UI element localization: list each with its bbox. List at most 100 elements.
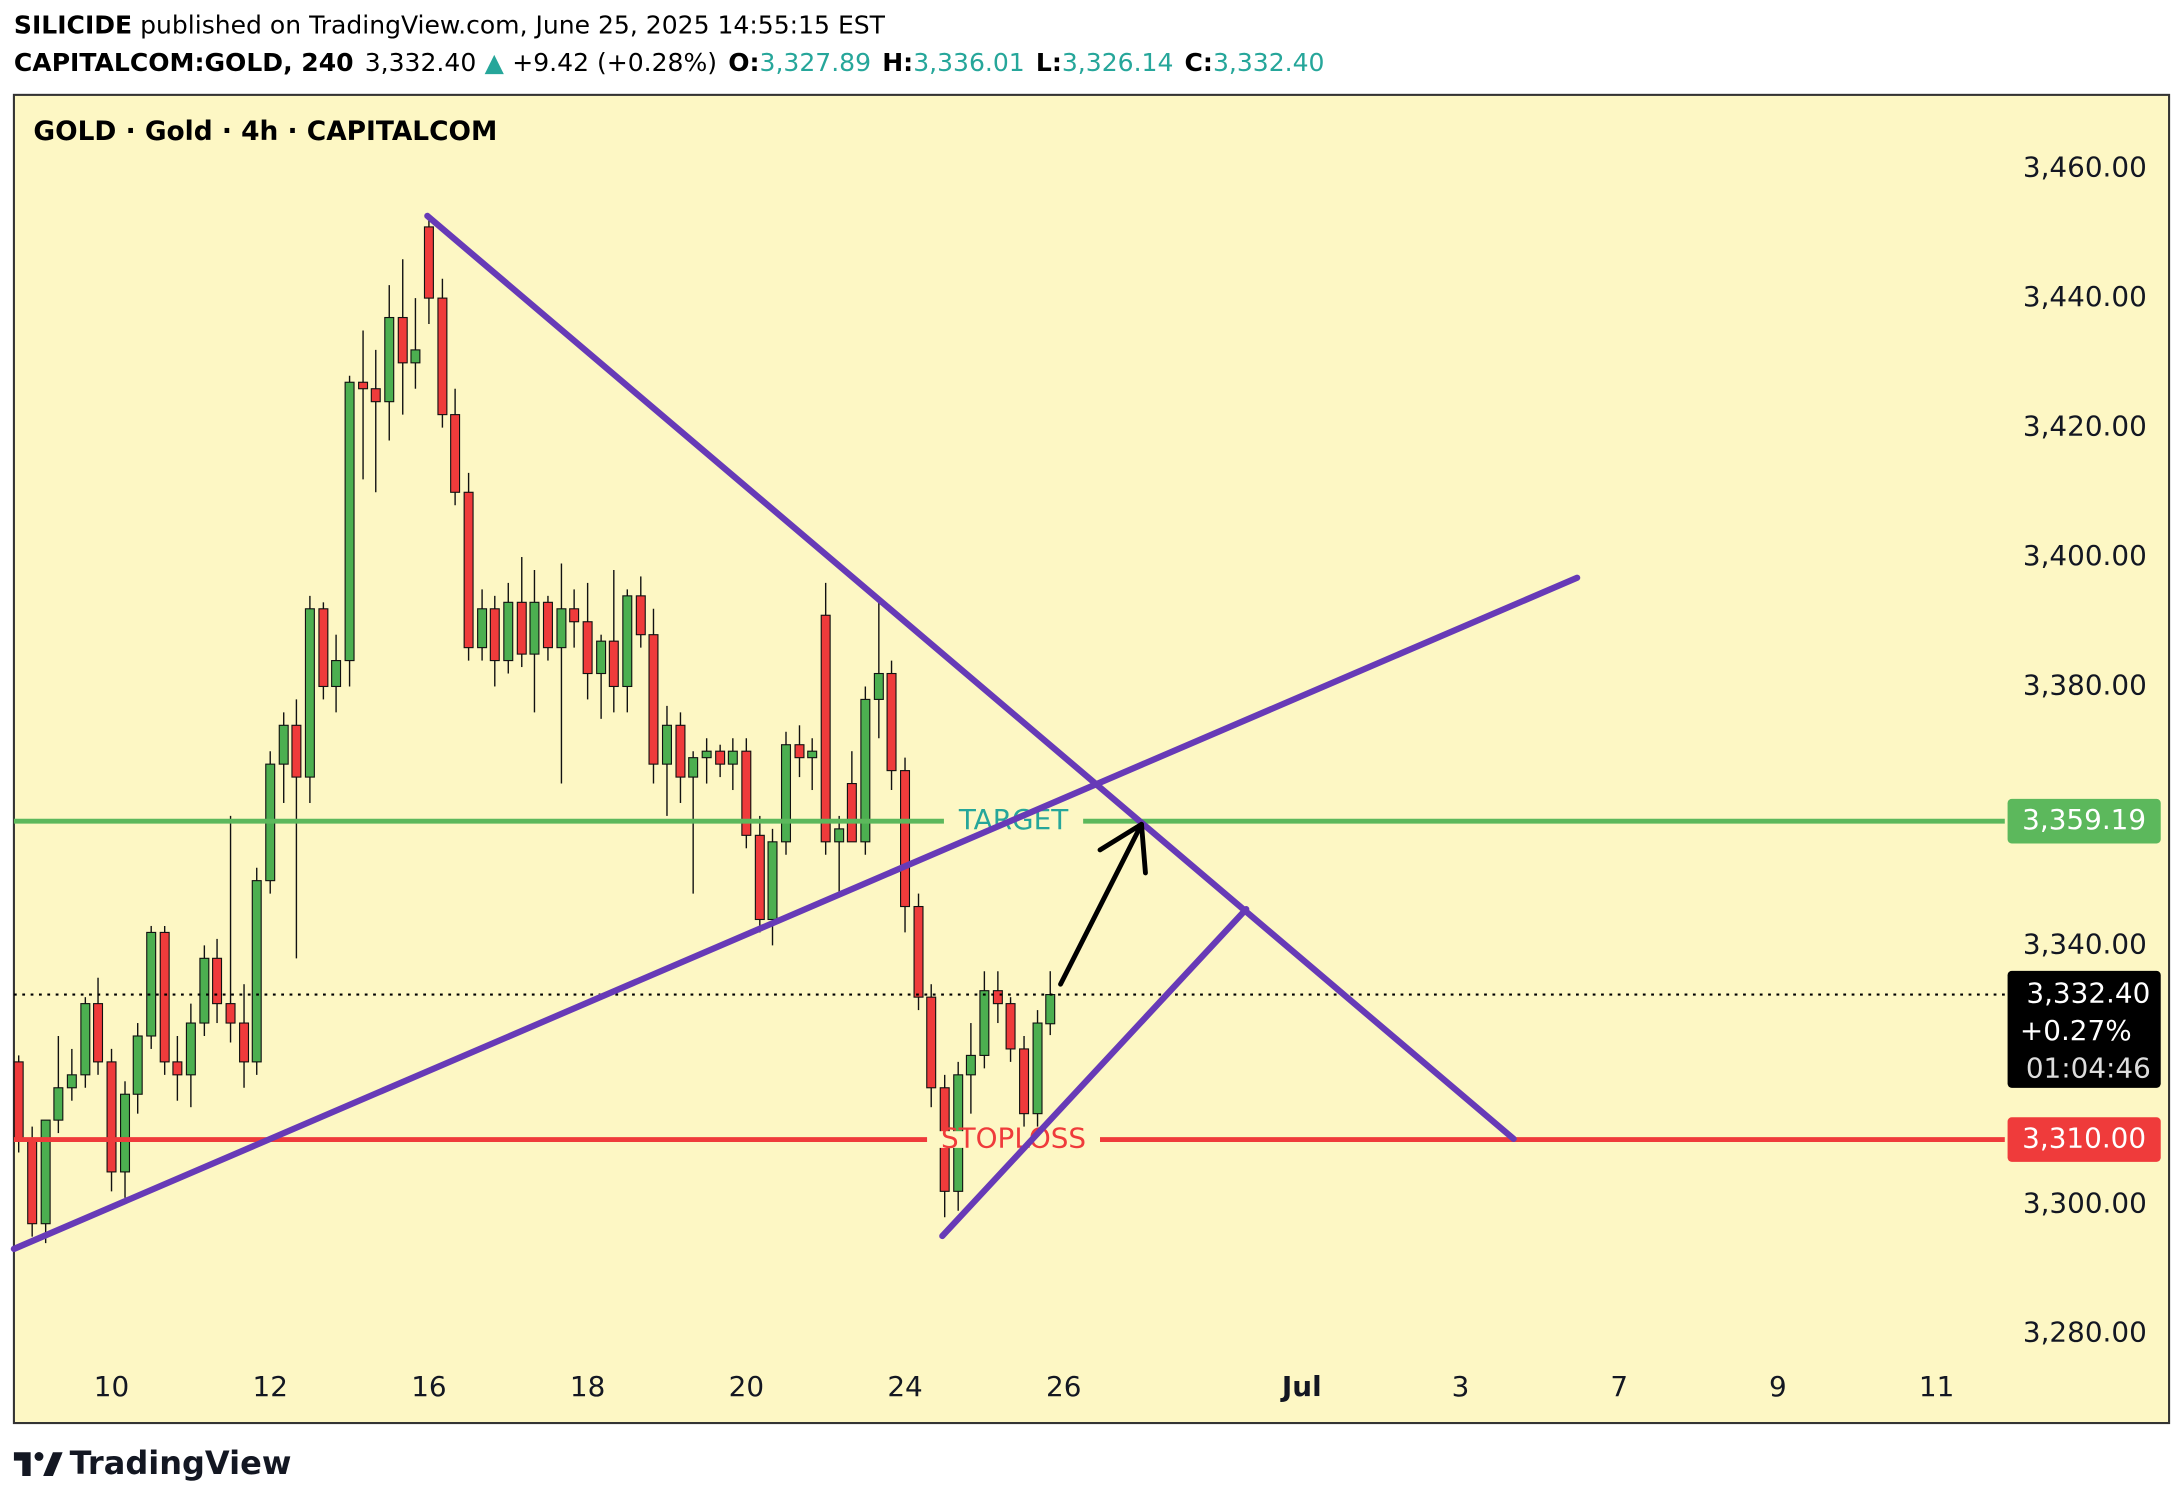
candle-body — [172, 1061, 183, 1076]
candle-body — [146, 931, 157, 1037]
x-tick-label: 12 — [253, 1370, 288, 1403]
logo-mark — [34, 1452, 44, 1461]
candle-body — [1045, 994, 1056, 1025]
x-tick-label: Jul — [1280, 1370, 1322, 1403]
x-tick-label: 24 — [887, 1370, 922, 1403]
candle-body — [701, 750, 712, 759]
candle-body — [661, 724, 672, 765]
candle-body — [13, 1061, 24, 1141]
candle-body — [846, 783, 857, 843]
last: 3,332.40 — [365, 48, 477, 77]
x-tick-label: 26 — [1046, 1370, 1081, 1403]
symbol: CAPITALCOM:GOLD, 240 — [14, 48, 354, 77]
candle-body — [873, 672, 884, 700]
ohlc-value: 3,336.01 — [913, 48, 1025, 77]
arrow-head — [1097, 821, 1148, 876]
candle-body — [251, 880, 262, 1063]
last-price-change: +0.27% — [2020, 1014, 2132, 1047]
x-tick-label: 20 — [729, 1370, 764, 1403]
trendline — [939, 905, 1250, 1240]
candle-body — [767, 841, 778, 921]
level-price-box — [2007, 798, 2161, 844]
y-tick-label: 3,280.00 — [2023, 1316, 2147, 1349]
level-price-label: 3,359.19 — [2022, 803, 2146, 836]
ohlc-key: C: — [1185, 48, 1213, 77]
y-tick-label: 3,440.00 — [2023, 280, 2147, 313]
candle-body — [648, 634, 659, 765]
candle-body — [727, 750, 738, 765]
x-tick-label: 3 — [1452, 1370, 1470, 1403]
candle-body — [715, 750, 726, 765]
published: published on TradingView.com, June 25, 2… — [132, 11, 886, 40]
logo-mark — [43, 1452, 63, 1476]
candle-body — [185, 1022, 196, 1076]
candle-body — [542, 601, 553, 649]
candle-body — [80, 1003, 91, 1076]
candle-body — [582, 621, 593, 675]
candle-body — [608, 640, 619, 688]
candle-body — [225, 1003, 236, 1024]
arrow — [1058, 821, 1144, 987]
candle-body — [437, 297, 448, 416]
candle-body — [450, 414, 461, 493]
candle-body — [529, 601, 540, 655]
candle-body — [820, 614, 831, 843]
candle-body — [66, 1074, 77, 1089]
y-tick-label: 3,420.00 — [2023, 410, 2147, 443]
chart-title: GOLD · Gold · 4h · CAPITALCOM — [33, 116, 497, 147]
candle-body — [463, 491, 474, 649]
candle-body — [556, 608, 567, 649]
candle-body — [926, 996, 937, 1089]
candle-body — [410, 349, 421, 364]
candle-body — [291, 724, 302, 778]
author: SILICIDE — [14, 11, 132, 40]
candle-body — [688, 757, 699, 778]
x-tick-label: 7 — [1610, 1370, 1628, 1403]
candle-body — [741, 750, 752, 836]
candle-body — [992, 990, 1003, 1005]
candle-body — [159, 931, 170, 1063]
trendline — [10, 574, 1581, 1253]
change-arrow: ▲ — [485, 48, 505, 77]
candle-body — [239, 1022, 250, 1063]
candle-body — [807, 750, 818, 759]
candle-body — [635, 595, 646, 636]
candle-body — [358, 381, 369, 390]
candle-body — [834, 828, 845, 843]
last-price-label: 3,332.40 — [2026, 977, 2150, 1010]
candle-body — [331, 660, 342, 688]
candle-body — [675, 724, 686, 778]
x-tick-label: 9 — [1769, 1370, 1787, 1403]
level-text-bg — [927, 1131, 1101, 1148]
candle-body — [1005, 1003, 1016, 1050]
change: +9.42 (+0.28%) — [512, 48, 717, 77]
candle-body — [40, 1119, 51, 1225]
publish-line: SILICIDE published on TradingView.com, J… — [14, 11, 886, 40]
candle-body — [569, 608, 580, 623]
candle-body — [489, 608, 500, 662]
candle-body — [780, 744, 792, 843]
candle-body — [886, 672, 897, 772]
candle-body — [979, 990, 990, 1056]
tradingview-logo: TradingView — [13, 1444, 292, 1482]
candle-body — [397, 316, 408, 364]
ohlc-key: O: — [728, 48, 759, 77]
candle-body — [423, 226, 434, 299]
candle-body — [516, 601, 527, 655]
y-tick-label: 3,340.00 — [2023, 927, 2147, 960]
candle-body — [794, 744, 805, 759]
candle-body — [622, 595, 633, 688]
candle-body — [53, 1087, 64, 1121]
symbol-line: CAPITALCOM:GOLD, 240 3,332.40 ▲ +9.42 (+0.2… — [14, 48, 1325, 77]
y-tick-label: 3,300.00 — [2023, 1186, 2147, 1219]
candle-body — [1032, 1022, 1043, 1115]
candle-body — [318, 608, 329, 688]
brand: TradingView — [70, 1444, 292, 1482]
last-price-box — [2007, 970, 2161, 1088]
trendline — [424, 212, 1517, 1143]
candle-body — [503, 601, 514, 662]
countdown: 01:04:46 — [2026, 1052, 2151, 1085]
candle-body — [27, 1138, 38, 1225]
x-tick-label: 10 — [94, 1370, 129, 1403]
